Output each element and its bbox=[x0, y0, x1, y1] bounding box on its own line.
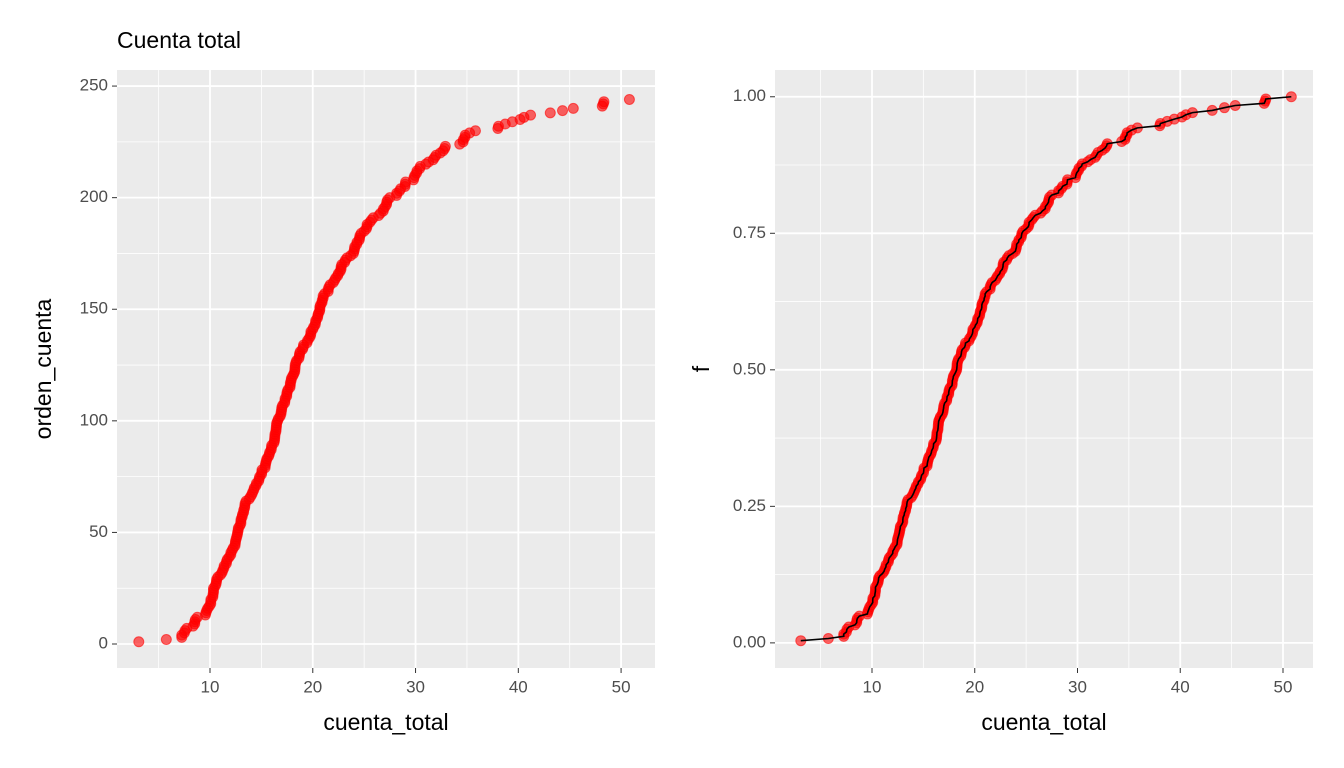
data-point bbox=[160, 634, 172, 646]
y-axis-title: f bbox=[688, 365, 714, 372]
x-tick-label: 40 bbox=[1171, 677, 1190, 696]
y-tick-label: 250 bbox=[80, 76, 108, 95]
data-point bbox=[544, 107, 556, 119]
data-point bbox=[557, 105, 569, 117]
x-axis-title: cuenta_total bbox=[981, 709, 1106, 735]
y-tick-label: 200 bbox=[80, 187, 108, 206]
y-axis-title: orden_cuenta bbox=[30, 298, 56, 439]
x-tick-label: 10 bbox=[201, 677, 220, 696]
y-tick-label: 1.00 bbox=[733, 86, 766, 105]
y-tick-label: 100 bbox=[80, 410, 108, 429]
y-tick-label: 0.75 bbox=[733, 223, 766, 242]
y-tick-label: 150 bbox=[80, 299, 108, 318]
x-tick-label: 50 bbox=[612, 677, 631, 696]
data-point bbox=[439, 140, 451, 152]
y-tick-label: 0.50 bbox=[733, 359, 766, 378]
data-point bbox=[598, 96, 610, 108]
x-tick-label: 40 bbox=[509, 677, 528, 696]
data-point bbox=[133, 636, 145, 648]
x-axis-title: cuenta_total bbox=[323, 709, 448, 735]
x-tick-label: 20 bbox=[965, 677, 984, 696]
y-tick-label: 50 bbox=[89, 522, 108, 541]
y-tick-label: 0.25 bbox=[733, 496, 766, 515]
plot-panel bbox=[117, 70, 655, 668]
chart-title: Cuenta total bbox=[117, 27, 241, 53]
data-point bbox=[525, 109, 537, 121]
y-tick-label: 0 bbox=[99, 633, 108, 652]
x-tick-label: 30 bbox=[1068, 677, 1087, 696]
data-point bbox=[567, 102, 579, 114]
x-tick-label: 30 bbox=[406, 677, 425, 696]
y-tick-label: 0.00 bbox=[733, 632, 766, 651]
data-point bbox=[469, 125, 481, 137]
ecdf-line bbox=[800, 95, 1292, 642]
x-tick-label: 10 bbox=[863, 677, 882, 696]
x-tick-label: 50 bbox=[1274, 677, 1293, 696]
x-tick-label: 20 bbox=[303, 677, 322, 696]
data-point bbox=[623, 93, 635, 105]
